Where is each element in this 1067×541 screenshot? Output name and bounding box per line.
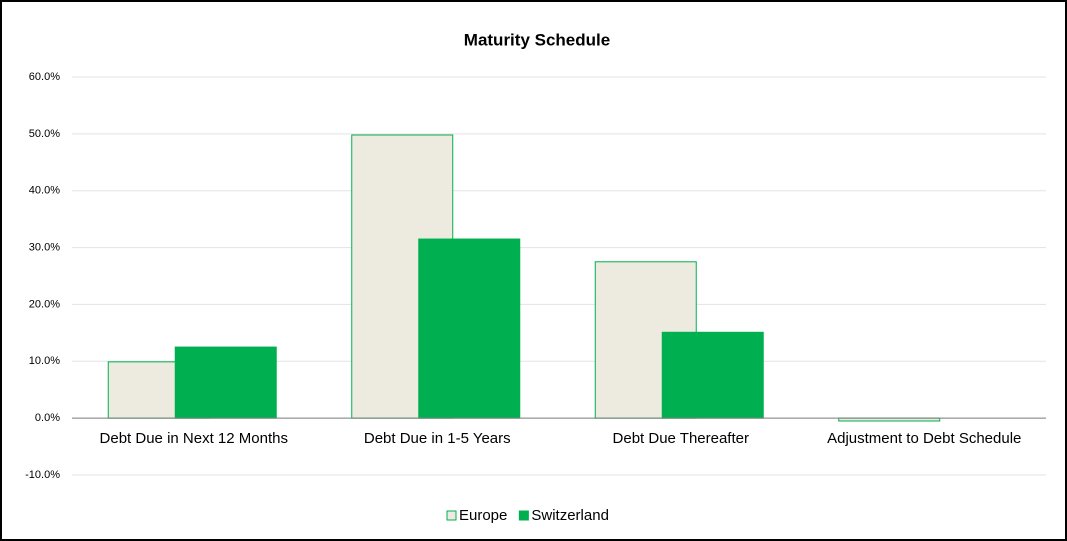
y-tick-label: 40.0% (29, 185, 60, 197)
bar (418, 238, 521, 419)
bar (661, 331, 764, 419)
y-tick-label: 30.0% (29, 241, 60, 253)
legend-label: Europe (459, 507, 507, 524)
y-tick-label: -10.0% (25, 469, 60, 481)
legend-label: Switzerland (531, 507, 609, 524)
x-tick-label: Debt Due Thereafter (613, 430, 749, 447)
x-tick-label: Debt Due in Next 12 Months (100, 430, 288, 447)
y-tick-label: 50.0% (29, 128, 60, 140)
y-tick-label: 10.0% (29, 355, 60, 367)
x-tick-label: Adjustment to Debt Schedule (827, 430, 1021, 447)
legend-swatch (518, 510, 529, 521)
bar (174, 346, 277, 419)
x-tick-label: Debt Due in 1-5 Years (364, 430, 511, 447)
legend-swatch (446, 510, 457, 521)
y-tick-label: 20.0% (29, 298, 60, 310)
chart-title: Maturity Schedule (464, 30, 610, 49)
y-tick-label: 0.0% (35, 412, 60, 424)
y-tick-label: 60.0% (29, 71, 60, 83)
